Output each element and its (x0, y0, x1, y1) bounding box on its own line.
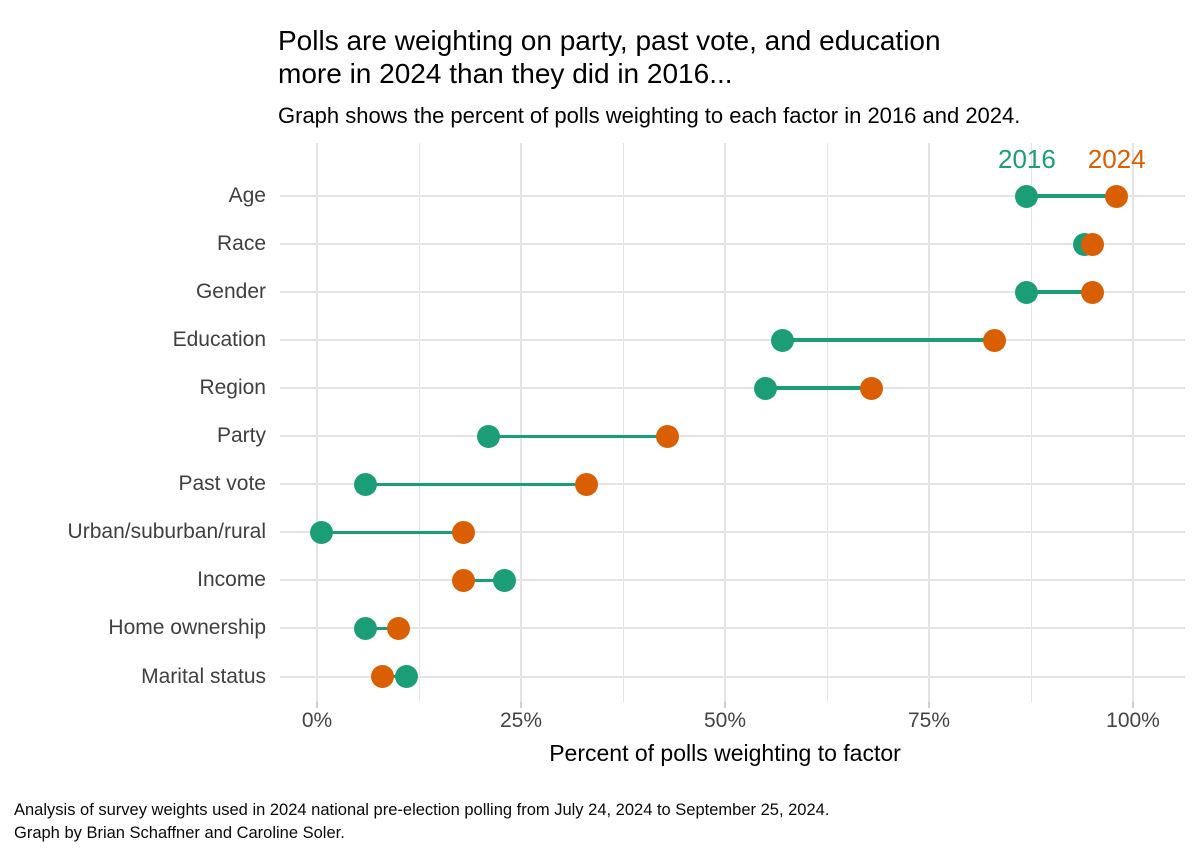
dot-2024 (1080, 232, 1104, 256)
y-axis-label: Past vote (178, 472, 266, 496)
y-axis-label: Income (197, 568, 266, 592)
dot-2016 (354, 616, 378, 640)
dumbbell-connector (365, 626, 399, 631)
dot-2024 (1080, 280, 1104, 304)
x-axis-tick (928, 702, 930, 708)
gridline-horizontal (280, 675, 1185, 678)
dot-2016 (1015, 280, 1039, 304)
x-axis-tick-label: 75% (907, 709, 951, 732)
dumbbell-connector (1026, 290, 1093, 294)
x-axis-tick-label: 100% (1106, 709, 1160, 732)
dot-2016 (1015, 184, 1039, 208)
gridline-horizontal (280, 435, 1185, 438)
dot-2024 (574, 472, 598, 496)
dumbbell-connector (782, 338, 995, 342)
gridline-horizontal (280, 483, 1185, 486)
dumbbell-connector (321, 530, 464, 535)
gridline-horizontal (280, 531, 1185, 534)
dot-2016 (476, 424, 500, 448)
dot-2024 (452, 520, 476, 544)
gridline-vertical-major (1132, 143, 1134, 702)
dot-2016 (493, 568, 517, 592)
y-axis-label: Education (172, 328, 266, 352)
gridline-horizontal (280, 291, 1185, 294)
legend-label-2016: 2016 (997, 144, 1056, 174)
y-axis-label: Home ownership (108, 616, 266, 640)
dot-2024 (860, 376, 884, 400)
dot-2024 (370, 665, 394, 688)
legend-label-2024: 2024 (1087, 144, 1146, 174)
dumbbell-connector (488, 434, 668, 438)
dumbbell-connector (765, 386, 872, 390)
dot-2024 (656, 424, 680, 448)
x-axis-tick (724, 702, 726, 708)
dot-2016 (395, 665, 419, 688)
chart-subtitle: Graph shows the percent of polls weighti… (278, 103, 1021, 128)
x-axis-tick (520, 702, 522, 708)
gridline-horizontal (280, 627, 1185, 630)
gridline-vertical-major (724, 143, 726, 702)
dot-2024 (982, 328, 1006, 352)
gridline-vertical-major (928, 143, 930, 702)
x-axis-tick-label: 0% (301, 709, 333, 732)
gridline-vertical-major (316, 143, 318, 702)
dot-2024 (1105, 184, 1129, 208)
gridline-horizontal (280, 339, 1185, 342)
x-axis-tick (1132, 702, 1134, 708)
y-axis-label: Marital status (141, 664, 266, 688)
dumbbell-connector (1026, 194, 1117, 198)
y-axis-label: Gender (195, 280, 266, 304)
gridline-vertical-minor (622, 143, 624, 702)
x-axis-tick-label: 25% (499, 709, 543, 732)
gridline-vertical-minor (418, 143, 420, 702)
dot-2024 (387, 616, 411, 640)
y-axis-label: Race (216, 232, 266, 256)
chart-caption: Analysis of survey weights used in 2024 … (14, 801, 830, 843)
dumbbell-connector (365, 482, 587, 487)
dot-2024 (452, 568, 476, 592)
dot-2016 (354, 472, 378, 496)
y-axis-label: Region (199, 376, 266, 400)
y-axis-label: Party (216, 424, 266, 448)
gridline-vertical-minor (826, 143, 828, 702)
dumbbell-connector (382, 674, 407, 679)
x-axis-title: Percent of polls weighting to factor (549, 740, 901, 766)
y-axis-label: Urban/suburban/rural (67, 520, 266, 544)
dot-2016 (309, 520, 333, 544)
gridline-horizontal (280, 243, 1185, 246)
chart-title: Polls are weighting on party, past vote,… (278, 25, 941, 90)
gridline-vertical-major (520, 143, 522, 702)
gridline-horizontal (280, 387, 1185, 390)
y-axis-label: Age (228, 184, 266, 207)
plot-panel (280, 143, 1185, 702)
dumbbell-connector (463, 578, 505, 583)
gridline-vertical-minor (1030, 143, 1032, 702)
dot-2016 (754, 376, 778, 400)
dot-2016 (770, 328, 794, 352)
x-axis-tick-label: 50% (703, 709, 747, 732)
gridline-horizontal (280, 579, 1185, 582)
x-axis-tick (316, 702, 318, 708)
gridline-horizontal (280, 195, 1185, 197)
